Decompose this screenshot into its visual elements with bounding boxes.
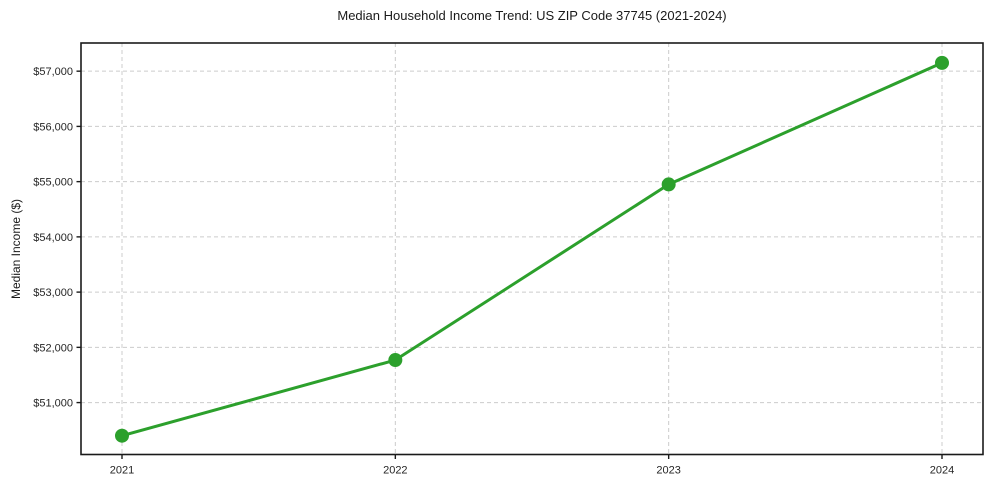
data-point-2022 xyxy=(388,353,403,368)
y-tick-label: $53,000 xyxy=(33,287,73,299)
data-point-2023 xyxy=(661,177,676,192)
y-tick-label: $52,000 xyxy=(33,342,73,354)
chart-title: Median Household Income Trend: US ZIP Co… xyxy=(337,8,727,23)
y-tick-label: $57,000 xyxy=(33,66,73,78)
y-tick-label: $55,000 xyxy=(33,177,73,189)
y-tick-label: $56,000 xyxy=(33,121,73,133)
x-tick-label: 2024 xyxy=(930,465,954,477)
y-tick-label: $51,000 xyxy=(33,398,73,410)
data-point-2024 xyxy=(935,55,949,70)
trend-line xyxy=(120,61,944,438)
y-tick-label: $54,000 xyxy=(33,232,73,244)
axes-frame xyxy=(80,42,984,456)
data-point-2021 xyxy=(115,428,129,443)
x-tick-label: 2023 xyxy=(656,465,680,477)
x-tick-label: 2021 xyxy=(110,465,134,477)
x-tick-label: 2022 xyxy=(383,465,407,477)
